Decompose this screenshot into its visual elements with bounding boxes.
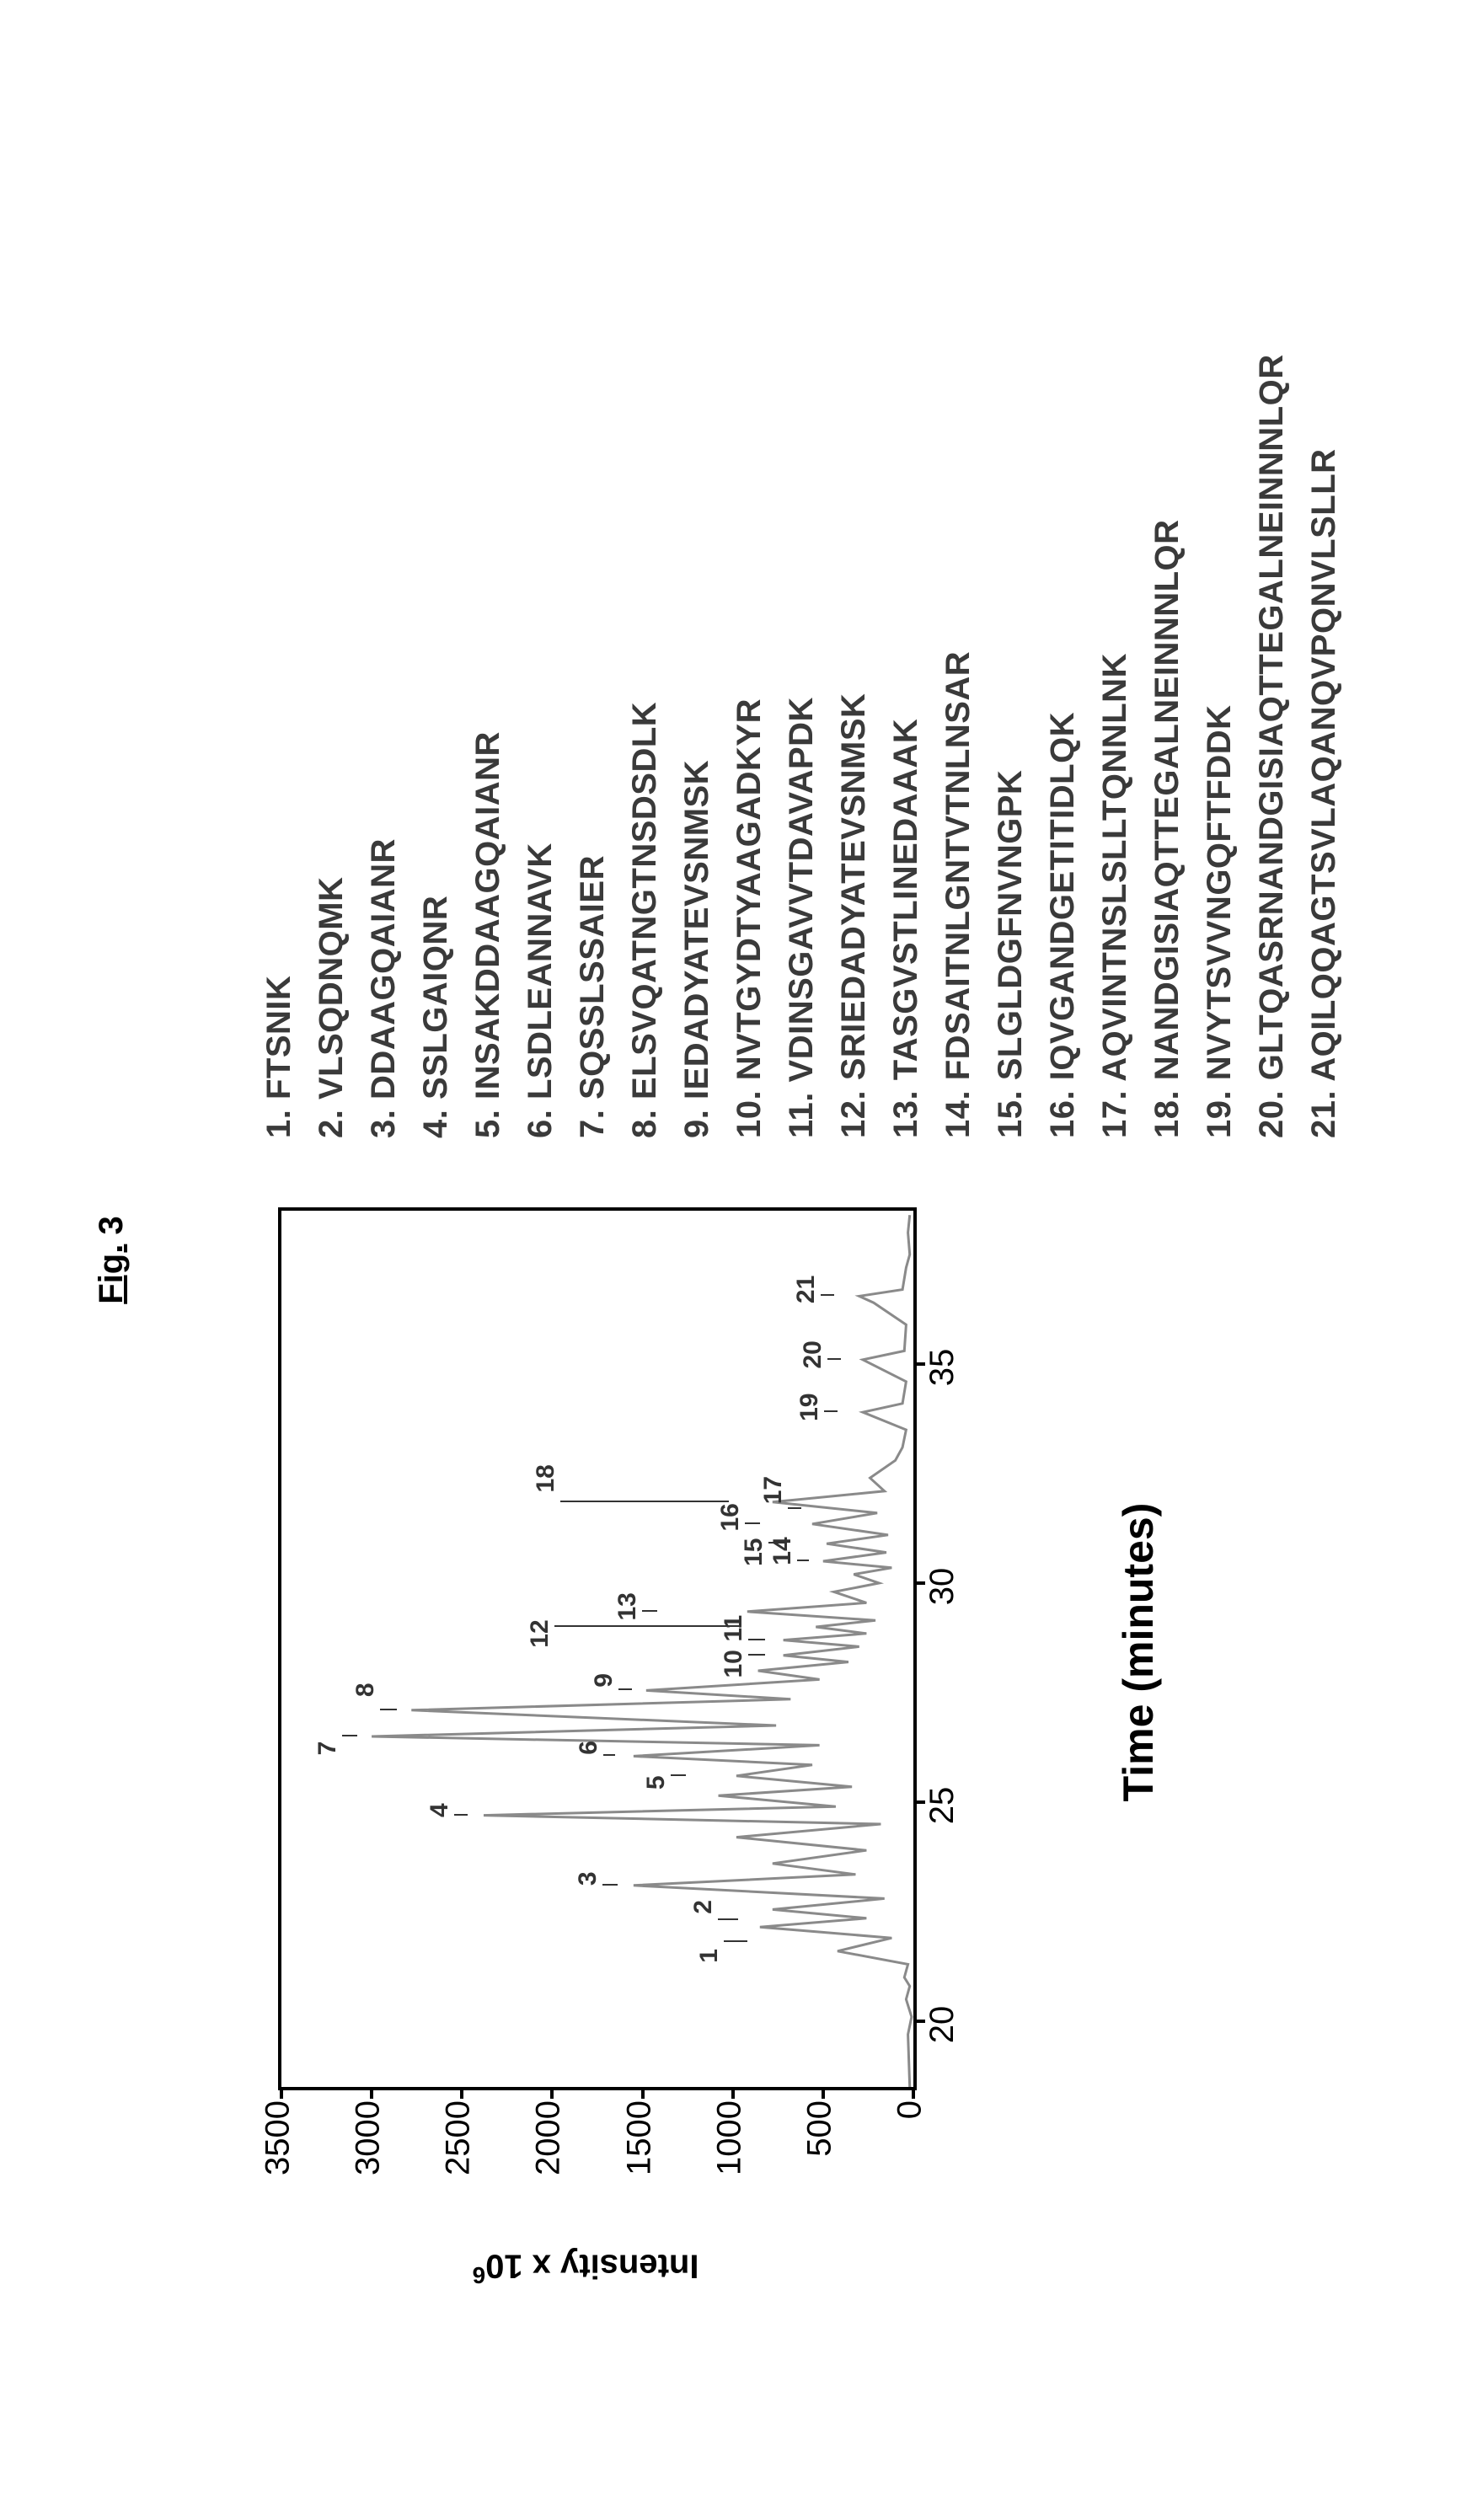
y-tick-mark — [912, 2087, 915, 2099]
plot-area: 123456789101112131415161718192021 — [278, 1207, 917, 2090]
legend-item: 4. SSLGAIQNR — [409, 85, 462, 1138]
y-tick-label: 3500 — [260, 2090, 297, 2218]
peak-leader — [797, 1560, 809, 1561]
peak-leader — [788, 1507, 801, 1509]
peak-label: 7 — [313, 1742, 342, 1756]
peak-leader — [342, 1735, 357, 1736]
peak-label: 12 — [526, 1619, 554, 1647]
y-tick-label: 2000 — [530, 2090, 568, 2218]
peak-label: 16 — [716, 1503, 745, 1531]
peak-label: 15 — [740, 1538, 768, 1566]
figure-title-prefix: Fig. — [93, 1244, 130, 1304]
legend-item: 2. VLSQDNQMK — [305, 85, 357, 1138]
peak-label: 6 — [575, 1741, 603, 1755]
legend-item: 18. NANDGISIAQTTEGALNEINNNLQR — [1141, 85, 1193, 1138]
peak-leader — [718, 1918, 738, 1920]
y-tick-mark — [550, 2087, 554, 2099]
peak-label: 9 — [590, 1673, 618, 1688]
legend-item: 20. GLTQASRNANDGISIAQTTEGALNEINNNLQR — [1245, 85, 1298, 1138]
peak-leader — [603, 1754, 615, 1756]
legend-item: 6. LSDLEANNAVK — [514, 85, 566, 1138]
y-axis-label: Intensity x 106 — [472, 2246, 699, 2287]
legend-item: 15. SLGLDGFNVNGPK — [984, 85, 1036, 1138]
peak-leader — [380, 1709, 397, 1710]
peak-leader — [554, 1625, 740, 1627]
peak-leader — [618, 1688, 632, 1690]
legend-item: 13. TASGVSTLINEDAAAK — [880, 85, 932, 1138]
peak-leader — [827, 1358, 841, 1360]
y-tick-mark — [731, 2087, 735, 2099]
legend-item: 11. VDINSGAVVTDAVAPDK — [775, 85, 827, 1138]
peak-label: 4 — [426, 1803, 454, 1817]
peak-label: 21 — [792, 1276, 821, 1303]
peak-label: 10 — [720, 1650, 748, 1677]
peak-label: 1 — [695, 1949, 724, 1963]
x-tick-label: 25 — [923, 1787, 961, 1825]
y-tick-mark — [460, 2087, 463, 2099]
legend-item: 12. SRIEDADYATEVSNMSK — [827, 85, 880, 1138]
y-tick-mark — [822, 2087, 825, 2099]
peak-leader — [642, 1610, 657, 1612]
peak-leader — [745, 1522, 760, 1524]
peak-label: 17 — [759, 1476, 788, 1504]
peak-leader — [724, 1940, 747, 1942]
peak-label: 3 — [574, 1871, 602, 1886]
y-tick-label: 3000 — [350, 2090, 388, 2218]
figure-title-number: 3 — [93, 1216, 130, 1234]
legend-item: 16. IQVGANDGETITIDLQK — [1036, 85, 1089, 1138]
y-tick-label: 1000 — [710, 2090, 748, 2218]
y-tick-label: 500 — [800, 2090, 838, 2218]
legend-item: 7. SQSSLSSAIER — [566, 85, 618, 1138]
peak-leader — [748, 1639, 765, 1640]
y-tick-label: 0 — [891, 2090, 929, 2218]
legend-item: 8. ELSVQATNGTNSDSDLK — [618, 85, 671, 1138]
y-tick-label: 2500 — [440, 2090, 478, 2218]
legend-item: 21. AQILQQAGTSVLAQANQVPQNVLSLLR — [1298, 85, 1350, 1138]
peak-leader — [602, 1884, 618, 1886]
y-tick-mark — [370, 2087, 373, 2099]
peak-label: 20 — [799, 1340, 827, 1368]
peak-leader — [454, 1814, 468, 1816]
legend-item: 5. INSAKDDAAGQAIANR — [462, 85, 514, 1138]
peptide-legend: 1. FTSNIK2. VLSQDNQMK3. DDAAGQAIANR4. SS… — [253, 85, 1350, 1138]
peak-leader — [748, 1654, 765, 1656]
peak-label: 5 — [642, 1775, 671, 1790]
peak-label: 13 — [613, 1592, 642, 1620]
trace-path — [372, 1215, 912, 2087]
x-tick-label: 35 — [923, 1349, 961, 1387]
peak-leader — [560, 1501, 729, 1502]
x-axis-label: Time (minutes) — [1114, 1503, 1163, 1802]
x-tick-label: 30 — [923, 1568, 961, 1606]
figure-title: Fig. 3 — [93, 1216, 131, 1303]
chromatogram-chart: Intensity x 106 050010001500200025003000… — [270, 1197, 1053, 2208]
peak-label: 19 — [795, 1394, 824, 1421]
peak-label: 11 — [720, 1615, 748, 1642]
x-tick-label: 20 — [923, 2006, 961, 2044]
peak-label: 2 — [689, 1900, 718, 1914]
legend-item: 3. DDAAGQAIANR — [357, 85, 409, 1138]
peak-label: 18 — [532, 1464, 560, 1492]
y-tick-mark — [280, 2087, 283, 2099]
legend-item: 14. FDSAITNLGNTVTNLNSAR — [932, 85, 984, 1138]
legend-item: 19. NVYTSVVNGQFTFDDK — [1193, 85, 1245, 1138]
peak-label: 8 — [351, 1683, 380, 1697]
peak-leader — [671, 1774, 686, 1776]
peak-leader — [824, 1410, 838, 1412]
legend-item: 17. AQVINTNSLSLLTQNNLNK — [1089, 85, 1141, 1138]
legend-item: 9. IEDADYATEVSNMSK — [671, 85, 723, 1138]
legend-item: 10. NVTGYDTYAAGADKYR — [723, 85, 775, 1138]
peak-leader — [768, 1542, 787, 1544]
peak-leader — [821, 1294, 834, 1296]
y-tick-label: 1500 — [620, 2090, 658, 2218]
legend-item: 1. FTSNIK — [253, 85, 305, 1138]
y-tick-mark — [641, 2087, 645, 2099]
